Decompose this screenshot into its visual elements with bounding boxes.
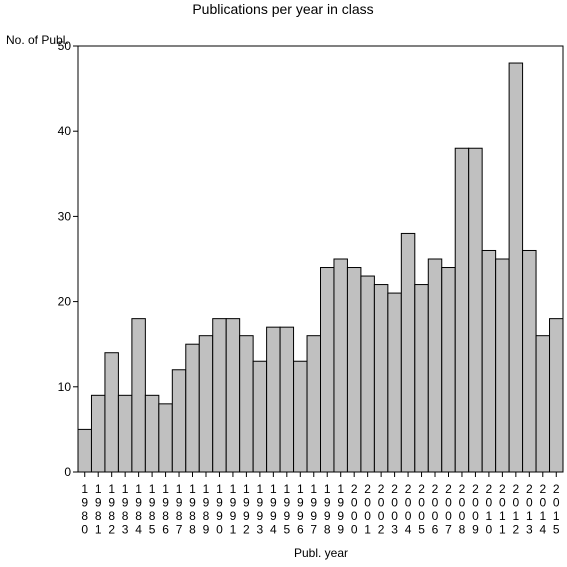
- bar-1983: [117, 394, 133, 473]
- y-tick-label: 40: [58, 124, 72, 138]
- bar-1994: [266, 326, 281, 473]
- bar-1997: [306, 335, 321, 473]
- bar-2003: [387, 292, 402, 473]
- bar-1992: [239, 335, 254, 473]
- bar-2002: [373, 284, 389, 473]
- bar-1987: [171, 369, 187, 473]
- bar-2004: [400, 232, 416, 473]
- bar-2001: [360, 275, 375, 473]
- bar-1993: [252, 360, 268, 473]
- bars-group: [77, 62, 564, 473]
- bar-1998: [320, 267, 335, 473]
- y-tick-label: 0: [64, 465, 71, 479]
- bar-1995: [279, 326, 295, 473]
- bar-2005: [414, 284, 429, 473]
- x-axis: 1 9 8 0 1 9 8 1 1 9 8 2 1 9 8 3 1 9 8 4 1 9 8 5 1 9 8 6 1 9 8 7 1 9 8 8 1 9 8 9…: [81, 472, 560, 537]
- y-axis-label: No. of Publ.: [6, 33, 69, 47]
- bar-1986: [158, 403, 173, 473]
- bar-2000: [346, 267, 362, 473]
- bar-2007: [441, 267, 456, 473]
- bar-2013: [522, 249, 537, 473]
- bar-1985: [144, 394, 160, 473]
- bar-1991: [225, 318, 241, 473]
- y-tick-label: 10: [58, 380, 72, 394]
- plot-frame: [77, 45, 564, 473]
- bar-1989: [198, 335, 214, 473]
- bar-2011: [495, 258, 510, 473]
- bar-1984: [131, 318, 146, 473]
- y-axis: 0 10 20 30 40 50: [58, 39, 78, 479]
- y-tick-label: 50: [58, 39, 72, 53]
- bar-2014: [535, 335, 551, 473]
- y-tick-label: 30: [58, 209, 72, 223]
- bar-1996: [293, 360, 308, 473]
- bar-2012: [508, 62, 524, 473]
- chart-title: Publications per year in class: [192, 1, 373, 17]
- bar-2009: [468, 147, 483, 473]
- bar-2015: [549, 318, 564, 473]
- bar-1982: [104, 352, 119, 473]
- bar-2006: [427, 258, 443, 473]
- bar-1990: [212, 318, 227, 473]
- bar-1981: [90, 394, 106, 473]
- y-tick-label: 20: [58, 295, 72, 309]
- bar-1999: [333, 258, 348, 473]
- bar-2008: [454, 147, 470, 473]
- bar-1988: [185, 343, 200, 473]
- bar-1980: [77, 428, 92, 473]
- x-axis-label: Publ. year: [294, 546, 348, 560]
- bar-2010: [481, 249, 497, 473]
